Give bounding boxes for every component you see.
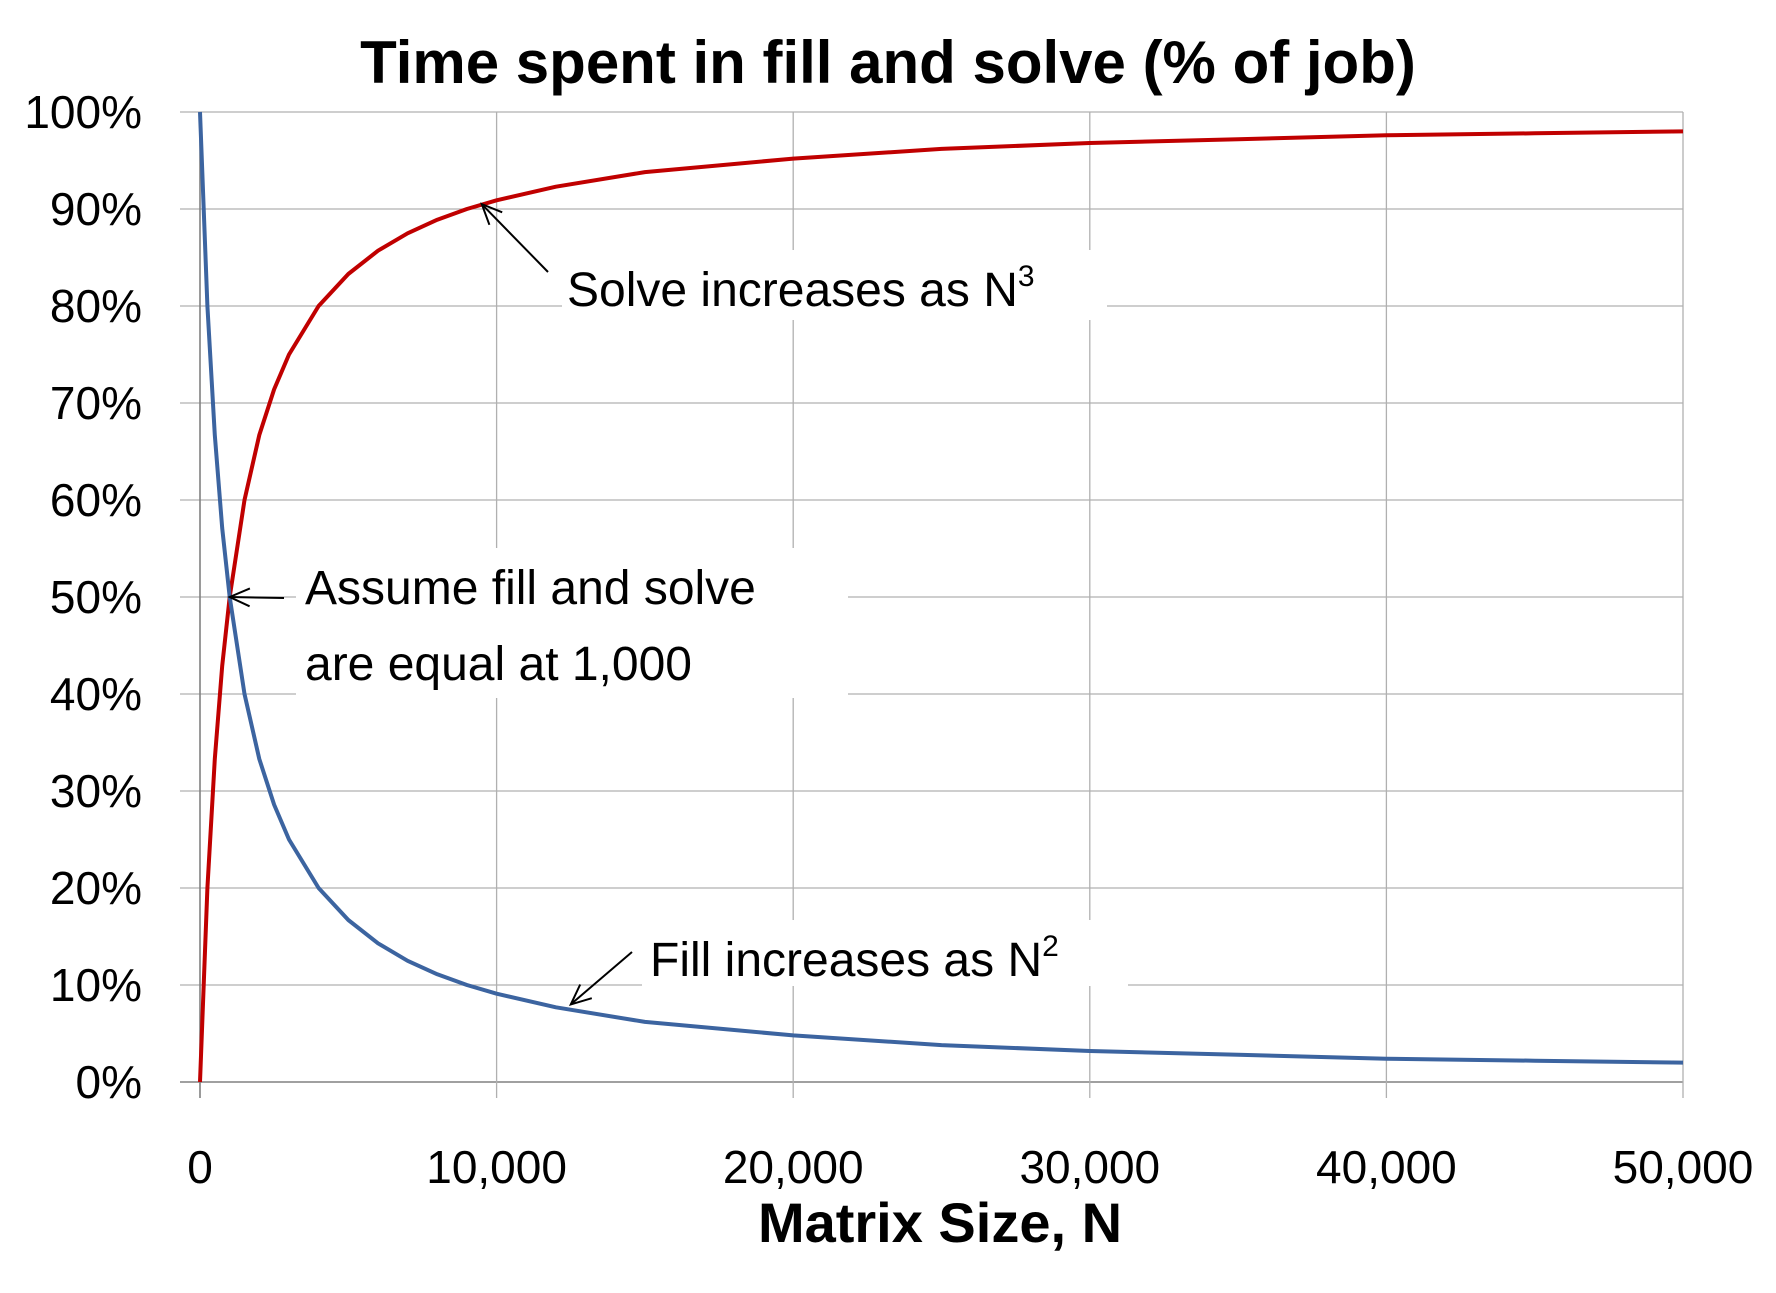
x-tick-label: 30,000 — [1019, 1141, 1160, 1193]
y-tick-label: 80% — [50, 280, 142, 332]
y-tick-label: 90% — [50, 183, 142, 235]
solve-arrow-head — [480, 202, 503, 226]
tick-labels: 0% 10% 20% 30% 40% 50% 60% 70% 80% 90% 100% 0 10,000… — [24, 86, 1753, 1193]
x-tick-label: 50,000 — [1613, 1141, 1754, 1193]
equal-annotation-bg — [296, 548, 848, 698]
fill-arrow-head — [568, 984, 593, 1006]
chart-title: Time spent in fill and solve (% of job) — [360, 29, 1416, 96]
y-tick-label: 40% — [50, 668, 142, 720]
equal-annotation-arrow — [229, 596, 285, 599]
fill-annotation-text: Fill increases as N — [650, 934, 1042, 987]
x-tick-label: 20,000 — [723, 1141, 864, 1193]
y-tick-label: 60% — [50, 474, 142, 526]
solve-annotation-arrow — [481, 203, 549, 273]
x-tick-label: 10,000 — [426, 1141, 567, 1193]
y-tick-label: 70% — [50, 377, 142, 429]
solve-annotation-text: Solve increases as N — [567, 264, 1018, 317]
fill-annotation-sup: 2 — [1042, 930, 1059, 963]
y-tick-label: 0% — [76, 1056, 142, 1108]
fill-annotation-arrow — [570, 951, 633, 1006]
equal-annotation-line-2: are equal at 1,000 — [305, 638, 692, 691]
solve-annotation-bg — [562, 250, 1107, 320]
x-tick-label: 40,000 — [1316, 1141, 1457, 1193]
x-tick-label: 0 — [187, 1141, 213, 1193]
equal-annotation-line-1: Assume fill and solve — [305, 562, 756, 615]
y-tick-label: 50% — [50, 571, 142, 623]
fill-annotation: Fill increases as N2 — [650, 930, 1059, 987]
solve-annotation: Solve increases as N3 — [567, 260, 1035, 317]
y-tick-label: 20% — [50, 862, 142, 914]
y-tick-label: 10% — [50, 959, 142, 1011]
solve-annotation-sup: 3 — [1018, 260, 1035, 293]
x-axis-label: Matrix Size, N — [758, 1191, 1122, 1254]
equal-arrow-head — [227, 587, 251, 608]
fill-annotation-bg — [642, 920, 1128, 986]
y-tick-label: 30% — [50, 765, 142, 817]
y-tick-label: 100% — [24, 86, 142, 138]
